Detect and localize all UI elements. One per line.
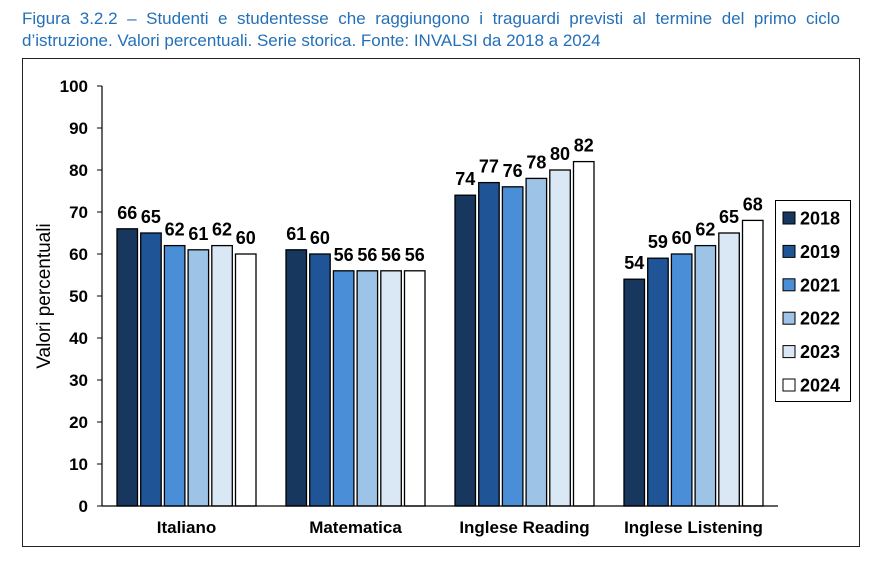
legend-item-2019: 2019 [782,242,840,262]
y-axis-tick-label: 20 [69,413,88,432]
bar-2019-italiano [140,232,162,507]
y-axis-tick-label: 10 [69,455,88,474]
bar-2023-italiano [211,244,233,507]
bar-2022-inglese-reading [525,177,548,507]
bar-2018-inglese-reading [454,194,477,507]
figure-caption: Figura 3.2.2 – Studenti e studentesse ch… [22,8,840,52]
bar-2018-inglese-listening [623,278,646,507]
data-label-2023-inglese-listening: 65 [719,207,739,227]
data-label-2022-italiano: 61 [188,224,208,244]
y-axis-tick-label: 0 [79,497,88,516]
bar-2023-matematica [380,270,402,507]
legend-item-2024: 2024 [782,376,840,396]
legend-box [775,200,851,402]
data-label-2024-matematica: 56 [405,245,425,265]
category-label-matematica: Matematica [309,518,402,537]
data-label-2019-inglese-reading: 77 [479,157,499,177]
legend-swatch-2018 [782,211,796,225]
y-axis-tick-label: 50 [69,287,88,306]
y-axis-title: Valori percentuali [34,223,55,368]
legend-label-2018: 2018 [800,209,840,229]
data-label-2024-inglese-listening: 68 [743,194,763,214]
legend-swatch-2023 [782,345,796,359]
data-label-2022-matematica: 56 [357,245,377,265]
data-label-2018-inglese-reading: 74 [455,169,475,189]
bar-2021-matematica [332,270,355,507]
bar-2018-matematica [285,249,308,507]
legend-label-2022: 2022 [800,309,840,329]
y-axis-tick-label: 40 [69,329,88,348]
legend-item-2022: 2022 [782,309,840,329]
data-label-2022-inglese-reading: 78 [526,152,546,172]
legend-swatch-2022 [782,311,796,325]
legend-item-2018: 2018 [782,209,840,229]
data-label-2023-inglese-reading: 80 [550,144,570,164]
y-axis-tick-label: 60 [69,245,88,264]
bar-2019-matematica [309,253,331,507]
bar-2022-matematica [356,270,379,507]
data-label-2021-italiano: 62 [165,220,185,240]
legend-label-2023: 2023 [800,342,840,362]
bar-2022-inglese-listening [694,244,717,507]
data-label-2018-inglese-listening: 54 [624,253,644,273]
y-axis-tick-label: 100 [60,77,88,96]
data-label-2023-matematica: 56 [381,245,401,265]
bar-2021-inglese-listening [670,253,693,507]
legend-item-2023: 2023 [782,342,840,362]
y-axis-tick-label: 90 [69,119,88,138]
bar-2024-inglese-listening [741,219,764,507]
legend-label-2019: 2019 [800,242,840,262]
bar-2024-italiano [234,253,257,507]
category-label-inglese-listening: Inglese Listening [624,518,763,537]
category-label-inglese-reading: Inglese Reading [459,518,589,537]
bar-2019-inglese-listening [647,257,669,507]
data-label-2024-italiano: 60 [236,228,256,248]
data-label-2022-inglese-listening: 62 [695,220,715,240]
legend-label-2024: 2024 [800,376,840,396]
data-label-2021-inglese-listening: 60 [672,228,692,248]
data-label-2019-inglese-listening: 59 [648,232,668,252]
data-label-2018-matematica: 61 [286,224,306,244]
bar-2021-inglese-reading [501,186,524,507]
data-label-2019-italiano: 65 [141,207,161,227]
data-label-2019-matematica: 60 [310,228,330,248]
y-axis-tick-label: 70 [69,203,88,222]
legend-swatch-2024 [782,378,796,392]
legend: 2018 2019 2021 2022 2023 2024 [775,200,851,402]
data-label-2021-inglese-reading: 76 [503,161,523,181]
legend-item-2021: 2021 [782,275,840,295]
bar-2019-inglese-reading [478,181,500,507]
bar-2024-inglese-reading [572,160,595,507]
legend-swatch-2019 [782,244,796,258]
y-axis-tick-label: 80 [69,161,88,180]
data-label-2018-italiano: 66 [117,203,137,223]
data-label-2023-italiano: 62 [212,220,232,240]
bar-2023-inglese-listening [718,232,740,507]
legend-swatch-2021 [782,278,796,292]
bar-2023-inglese-reading [549,169,571,507]
bar-2018-italiano [116,228,139,507]
bar-2021-italiano [163,244,186,507]
bar-2024-matematica [403,270,426,507]
data-label-2021-matematica: 56 [334,245,354,265]
caption-line: d’istruzione. Valori percentuali. Serie … [22,31,601,50]
category-label-italiano: Italiano [157,518,217,537]
y-axis-tick-label: 30 [69,371,88,390]
caption-line: Figura 3.2.2 – Studenti e studentesse ch… [22,9,840,28]
data-label-2024-inglese-reading: 82 [574,136,594,156]
legend-label-2021: 2021 [800,275,840,295]
bar-2022-italiano [187,249,210,507]
